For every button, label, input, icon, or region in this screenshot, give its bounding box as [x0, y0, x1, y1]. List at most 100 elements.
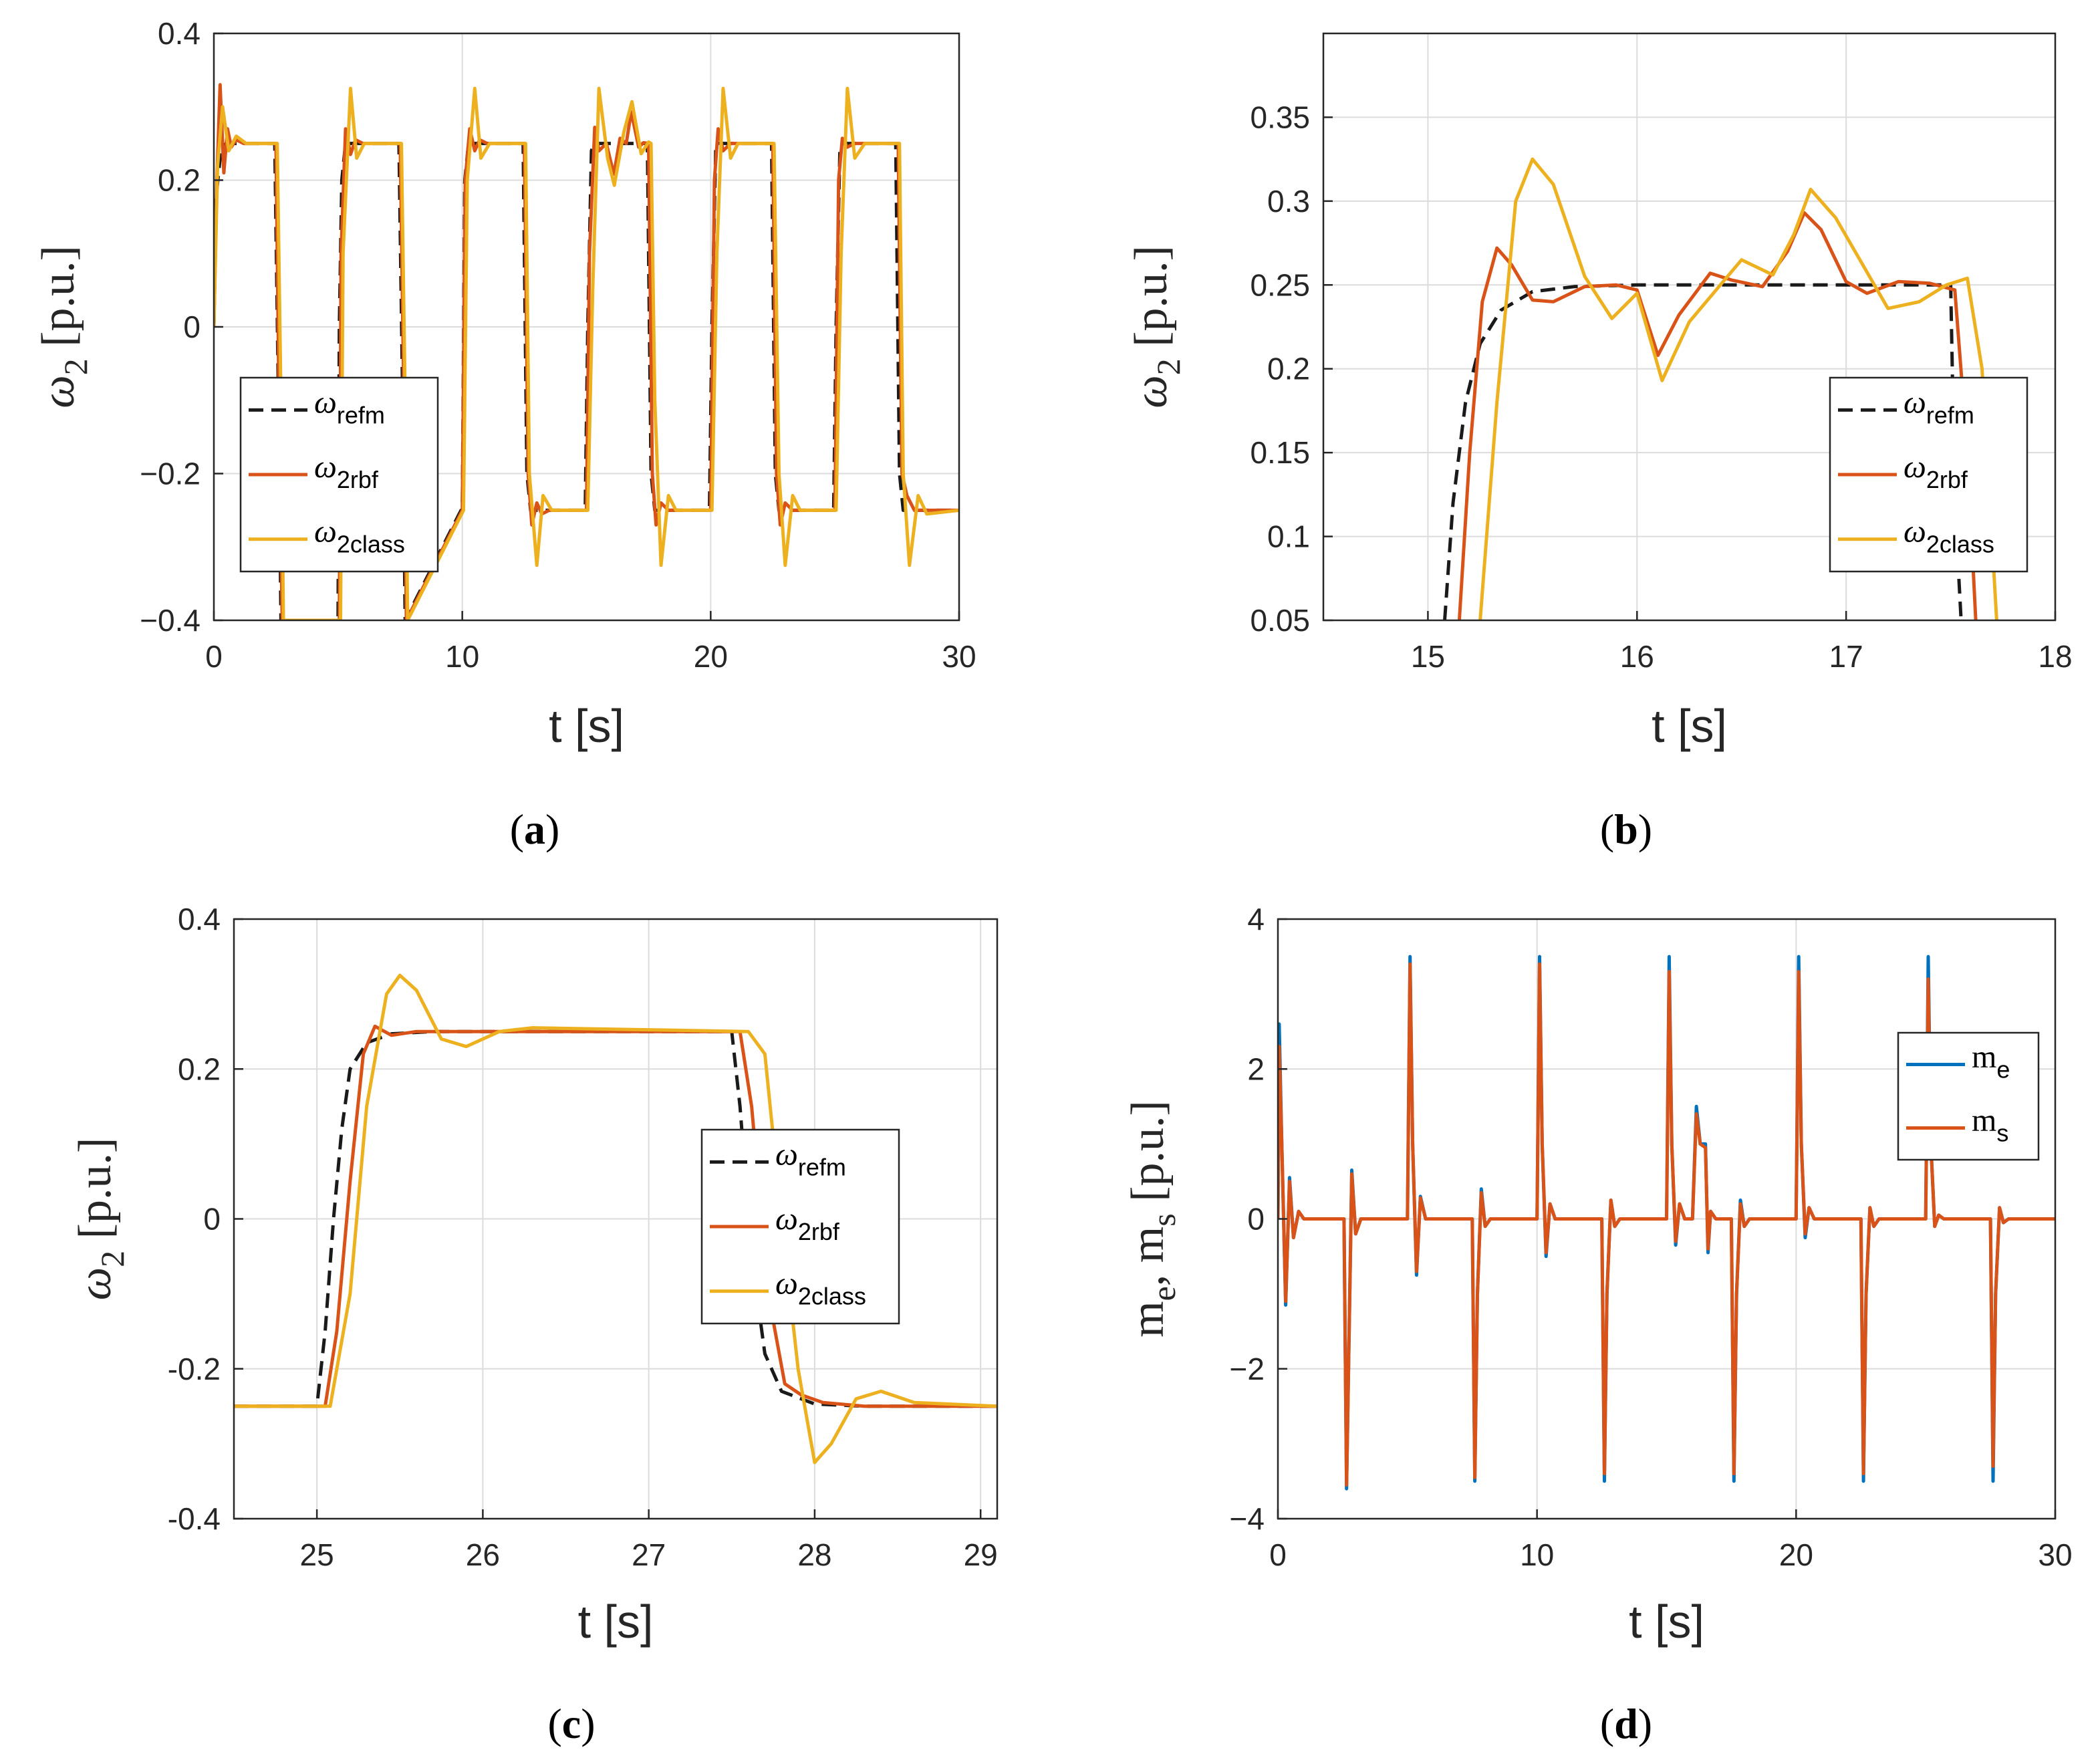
caption-open-paren: (	[547, 1700, 561, 1747]
y-tick-label: 4	[1247, 902, 1265, 936]
legend-subscript: refm	[1926, 401, 1974, 428]
caption-letter: a	[524, 805, 545, 853]
legend-label-class: ω2class	[1904, 514, 1994, 558]
legend-symbol: ω	[775, 1201, 798, 1237]
caption-letter: c	[562, 1700, 581, 1747]
series-line-class	[214, 86, 959, 620]
y-tick-label: 0.2	[178, 1051, 221, 1086]
legend-label-refm: ωrefm	[314, 384, 385, 428]
legend: me ms	[1897, 1031, 2040, 1161]
series-line-refm	[234, 1029, 997, 1408]
panel-b: 15 16 17 180.050.10.150.20.250.30.35t [s]ω2…	[1126, 32, 2073, 853]
caption-close-paren: )	[581, 1700, 595, 1747]
y-tick-label: 0.1	[1267, 519, 1310, 554]
legend-symbol: ω	[314, 384, 337, 420]
y-tick-label: −0.4	[140, 603, 201, 638]
y-label-subscript: e	[1145, 1286, 1182, 1301]
legend-label-ms: ms	[1972, 1103, 2008, 1147]
legend-subscript: 2rbf	[1926, 466, 1968, 493]
legend-label-rbf: ω2rbf	[314, 449, 379, 493]
caption-letter: d	[1614, 1700, 1638, 1747]
x-tick-label: 30	[942, 639, 976, 674]
series-line-rbf	[1457, 211, 1978, 620]
caption-letter: b	[1614, 805, 1638, 853]
y-axis-label: ω2 [p.u.]	[33, 245, 94, 408]
series-line-refm	[1443, 283, 1963, 620]
legend-symbol: ω	[775, 1136, 798, 1172]
legend-symbol: ω	[1904, 449, 1926, 485]
y-tick-label: -0.4	[168, 1501, 221, 1536]
caption-close-paren: )	[1638, 805, 1652, 853]
x-tick-label: 0	[1269, 1537, 1287, 1572]
panel-a: 0 10 20 30−0.4−0.200.20.4t [s]ω2 [p.u.](a)ω…	[33, 16, 976, 853]
y-tick-label: −2	[1230, 1352, 1265, 1386]
series-group	[1278, 955, 2055, 1491]
legend-symbol: m	[1972, 1103, 1996, 1138]
series-line-ms	[1278, 962, 2055, 1487]
y-label-symbol: ω	[33, 375, 84, 408]
x-axis-label: t [s]	[1652, 700, 1727, 752]
y-label-unit: [p.u.]	[70, 1138, 121, 1251]
legend-subscript: refm	[337, 401, 385, 428]
y-tick-label: 0	[183, 309, 201, 344]
legend-box	[1897, 1031, 2040, 1161]
legend-label-class: ω2class	[775, 1266, 866, 1310]
y-tick-label: 0.35	[1250, 100, 1310, 134]
y-label-symbol: ω	[70, 1267, 121, 1300]
legend-subscript: refm	[798, 1153, 846, 1180]
x-tick-label: 10	[445, 639, 479, 674]
x-tick-label: 10	[1520, 1537, 1554, 1572]
legend-symbol: ω	[314, 449, 337, 485]
x-tick-label: 17	[1829, 639, 1863, 674]
x-axis-label: t [s]	[578, 1596, 654, 1648]
y-tick-label: -0.2	[168, 1352, 221, 1386]
y-tick-label: 0	[1247, 1202, 1265, 1237]
legend-label-rbf: ω2rbf	[775, 1201, 840, 1245]
legend-symbol: ω	[314, 514, 337, 549]
legend-label-class: ω2class	[314, 514, 405, 558]
x-tick-label: 26	[466, 1537, 500, 1572]
caption-close-paren: )	[1638, 1700, 1652, 1747]
caption-open-paren: (	[1600, 805, 1614, 853]
legend-subscript: 2rbf	[798, 1218, 840, 1245]
y-tick-label: 2	[1247, 1051, 1265, 1086]
y-tick-label: 0.2	[1267, 352, 1310, 386]
caption-open-paren: (	[1600, 1700, 1614, 1747]
legend-label-refm: ωrefm	[775, 1136, 846, 1180]
caption-close-paren: )	[545, 805, 559, 853]
x-tick-label: 27	[632, 1537, 666, 1572]
y-tick-label: 0.2	[158, 163, 201, 198]
series-line-rbf	[234, 1024, 997, 1408]
y-label-unit: [p.u.]	[33, 245, 84, 358]
y-label-part: [p.u.]	[1122, 1100, 1174, 1213]
y-label-symbol: ω	[1126, 375, 1177, 408]
y-label-subscript: 2	[94, 1251, 131, 1267]
panel-caption: (b)	[1600, 805, 1652, 853]
panel-caption: (c)	[547, 1700, 595, 1747]
y-label-subscript: s	[1145, 1213, 1182, 1226]
x-tick-label: 16	[1620, 639, 1654, 674]
y-axis-label: ω2 [p.u.]	[1126, 245, 1187, 408]
y-tick-label: 0.3	[1267, 184, 1310, 219]
caption-open-paren: (	[510, 805, 524, 853]
y-label-unit: [p.u.]	[1126, 245, 1177, 358]
legend-symbol: m	[1972, 1039, 1996, 1075]
legend-subscript: 2class	[798, 1283, 866, 1310]
legend-subscript: e	[1996, 1056, 2010, 1084]
y-tick-label: 0.4	[158, 16, 201, 51]
x-tick-label: 15	[1411, 639, 1445, 674]
x-tick-label: 20	[694, 639, 728, 674]
legend-label-refm: ωrefm	[1904, 384, 1974, 428]
legend-subscript: 2class	[337, 531, 405, 558]
y-label-part: , m	[1122, 1227, 1174, 1286]
legend-label-rbf: ω2rbf	[1904, 449, 1968, 493]
legend-subscript: 2rbf	[337, 466, 379, 493]
y-axis-label: ω2 [p.u.]	[70, 1138, 131, 1301]
series-line-class	[234, 973, 997, 1465]
series-group	[1443, 157, 1998, 620]
plot-frame	[1322, 32, 2057, 622]
